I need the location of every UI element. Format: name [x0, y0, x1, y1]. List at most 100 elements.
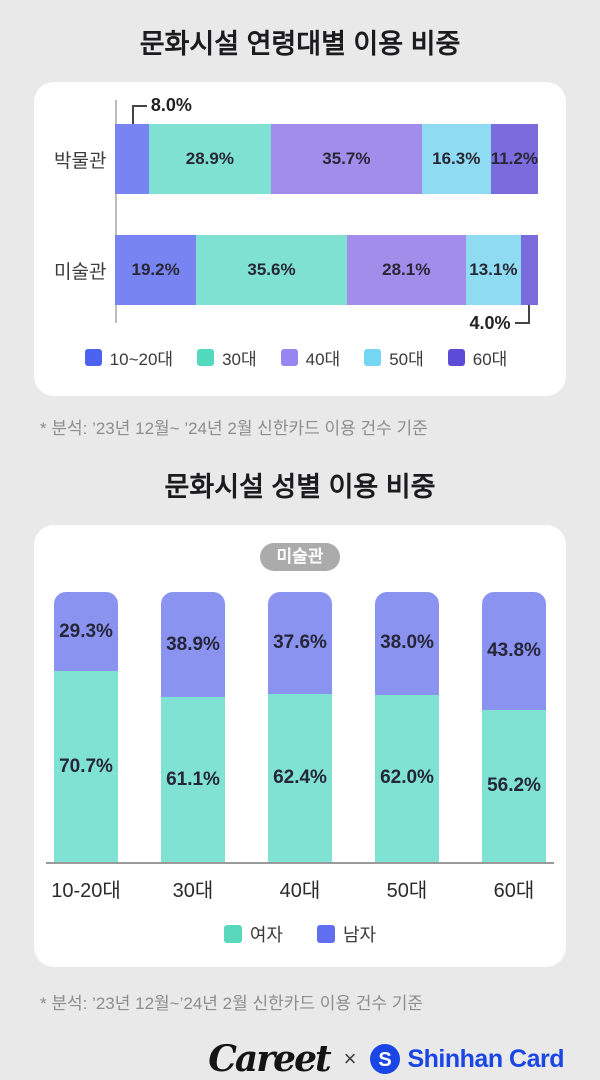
- segment-value: 35.7%: [322, 149, 371, 168]
- shinhan-card-wordmark: Shinhan Card: [407, 1044, 564, 1073]
- vbar-cols: 29.3% 70.7% 10-20대 38.9% 61.1% 30대 37.6% 62.4% 4…: [51, 592, 546, 903]
- segment-value: 13.1%: [469, 260, 518, 279]
- bar-track: 8.0% 28.9% 35.7% 16.3% 11.2%: [115, 96, 538, 194]
- callout-value: 8.0%: [150, 95, 192, 115]
- shinhan-symbol-icon: S: [370, 1044, 401, 1074]
- bar-segment-50대: 13.1%: [465, 235, 522, 305]
- legend-swatch: [364, 349, 382, 366]
- segment-value: 35.6%: [247, 260, 296, 279]
- x-axis-label: 50대: [386, 880, 428, 902]
- gender-chart-title: 문화시설 성별 이용 비중: [164, 472, 436, 502]
- callout-elbow-line: [514, 305, 530, 324]
- gender-chart-card: 미술관 29.3% 70.7% 10-20대 38.9% 61.1% 30대 37.6% 62…: [34, 525, 566, 967]
- svg-text:S: S: [379, 1049, 392, 1071]
- x-axis-line: [46, 862, 554, 864]
- vbar-chart: 29.3% 70.7% 10-20대 38.9% 61.1% 30대 37.6% 62.4% 4…: [46, 592, 554, 903]
- hbar-row: 박물관 8.0% 28.9% 35.7% 16.3% 11.2%: [54, 96, 538, 194]
- age-chart-footnote: * 분석: ’23년 12월~ ’24년 2월 신한카드 이용 건수 기준: [40, 419, 428, 438]
- footer: Careet × S Shinhan Card: [0, 1038, 600, 1080]
- age-chart-card: 박물관 8.0% 28.9% 35.7% 16.3% 11.2% 미술관 19.2% 35.6%…: [34, 82, 566, 396]
- legend-label: 남자: [343, 925, 377, 945]
- bar-segment-남자: 38.9%: [161, 592, 225, 698]
- bar-segment-10~20대: 19.2%: [115, 235, 197, 305]
- bar-segment-50대: 16.3%: [421, 124, 491, 194]
- callout-value: 4.0%: [469, 313, 511, 333]
- bar-segment-30대: 35.6%: [196, 235, 347, 305]
- x-axis-label: 30대: [172, 880, 214, 902]
- value-callout: 4.0%: [470, 305, 530, 332]
- legend-item-50대: 50대: [364, 345, 424, 370]
- bar-segment-40대: 28.1%: [346, 235, 466, 305]
- legend-label: 여자: [249, 925, 283, 945]
- x-axis-label: 10-20대: [51, 880, 121, 902]
- legend-label: 60대: [472, 350, 508, 369]
- shinhan-card-logo: S Shinhan Card: [370, 1044, 564, 1074]
- legend-swatch: [447, 349, 465, 366]
- bar-segment-남자: 38.0%: [375, 592, 439, 695]
- bar-segment-여자: 70.7%: [54, 671, 118, 862]
- vbar-10-20대: 29.3% 70.7%: [54, 592, 118, 862]
- bar-track: 19.2% 35.6% 28.1% 13.1% 4.0%: [115, 235, 538, 332]
- segment-value: 61.1%: [166, 768, 220, 790]
- vbar-40대: 37.6% 62.4%: [268, 592, 332, 862]
- segment-value: 37.6%: [273, 631, 327, 653]
- value-callout: 8.0%: [131, 96, 192, 124]
- legend-item-60대: 60대: [447, 345, 508, 370]
- bar-segment-여자: 61.1%: [161, 697, 225, 862]
- vbar-30대: 38.9% 61.1%: [161, 592, 225, 862]
- legend-label: 10~20대: [109, 350, 174, 369]
- bar-segment-남자: 29.3%: [54, 592, 118, 672]
- legend-swatch: [317, 925, 335, 943]
- legend-swatch: [223, 925, 242, 943]
- legend-item-남자: 남자: [317, 921, 376, 947]
- segment-value: 11.2%: [490, 149, 538, 168]
- bar-segment-30대: 28.9%: [148, 124, 271, 194]
- facility-badge: 미술관: [259, 543, 341, 571]
- legend-label: 50대: [389, 350, 424, 369]
- legend-label: 40대: [305, 350, 341, 369]
- vbar-column: 38.0% 62.0% 50대: [375, 592, 439, 903]
- segment-value: 56.2%: [487, 775, 541, 797]
- vbar-column: 38.9% 61.1% 30대: [161, 592, 225, 903]
- segment-value: 16.3%: [432, 149, 481, 168]
- bar-segment-남자: 37.6%: [268, 592, 332, 694]
- hbar-legend: 10~20대 30대 40대 50대 60대: [54, 345, 538, 370]
- legend-item-10~20대: 10~20대: [84, 345, 174, 370]
- vbar-60대: 43.8% 56.2%: [482, 592, 546, 862]
- segment-value: 62.0%: [380, 767, 434, 789]
- segment-value: 38.0%: [380, 632, 434, 654]
- row-label: 미술관: [54, 261, 107, 283]
- segment-value: 43.8%: [487, 640, 541, 662]
- legend-item-30대: 30대: [197, 345, 257, 370]
- legend-item-여자: 여자: [223, 921, 283, 947]
- legend-swatch: [280, 349, 298, 366]
- bar-segment-여자: 62.4%: [268, 693, 332, 862]
- bar-segment-10~20대: [115, 124, 149, 194]
- vbar-legend: 여자 남자: [54, 921, 546, 947]
- bar-segment-60대: [521, 235, 538, 305]
- legend-item-40대: 40대: [280, 345, 341, 370]
- segment-value: 29.3%: [59, 620, 113, 642]
- hbar-row: 미술관 19.2% 35.6% 28.1% 13.1% 4.0%: [54, 235, 538, 332]
- multiply-separator-icon: ×: [343, 1046, 357, 1071]
- segment-value: 38.9%: [166, 633, 220, 655]
- segment-value: 28.1%: [382, 260, 431, 279]
- row-label: 박물관: [54, 150, 107, 172]
- vbar-column: 37.6% 62.4% 40대: [268, 592, 332, 903]
- legend-swatch: [84, 349, 102, 366]
- segment-value: 70.7%: [59, 755, 113, 777]
- legend-swatch: [197, 349, 215, 366]
- gender-chart-footnote: * 분석: ’23년 12월~’24년 2월 신한카드 이용 건수 기준: [40, 994, 424, 1013]
- y-axis-line: [115, 100, 117, 323]
- bar-segment-남자: 43.8%: [482, 592, 546, 711]
- x-axis-label: 40대: [279, 880, 321, 902]
- vbar-column: 29.3% 70.7% 10-20대: [51, 592, 121, 903]
- segment-value: 19.2%: [131, 260, 180, 279]
- x-axis-label: 60대: [493, 880, 535, 902]
- segment-value: 28.9%: [185, 149, 234, 168]
- bar-segment-60대: 11.2%: [490, 124, 538, 194]
- bar-segment-40대: 35.7%: [270, 124, 422, 194]
- bar-segment-여자: 62.0%: [375, 694, 439, 862]
- legend-label: 30대: [222, 350, 257, 369]
- age-chart-title: 문화시설 연령대별 이용 비중: [139, 29, 461, 59]
